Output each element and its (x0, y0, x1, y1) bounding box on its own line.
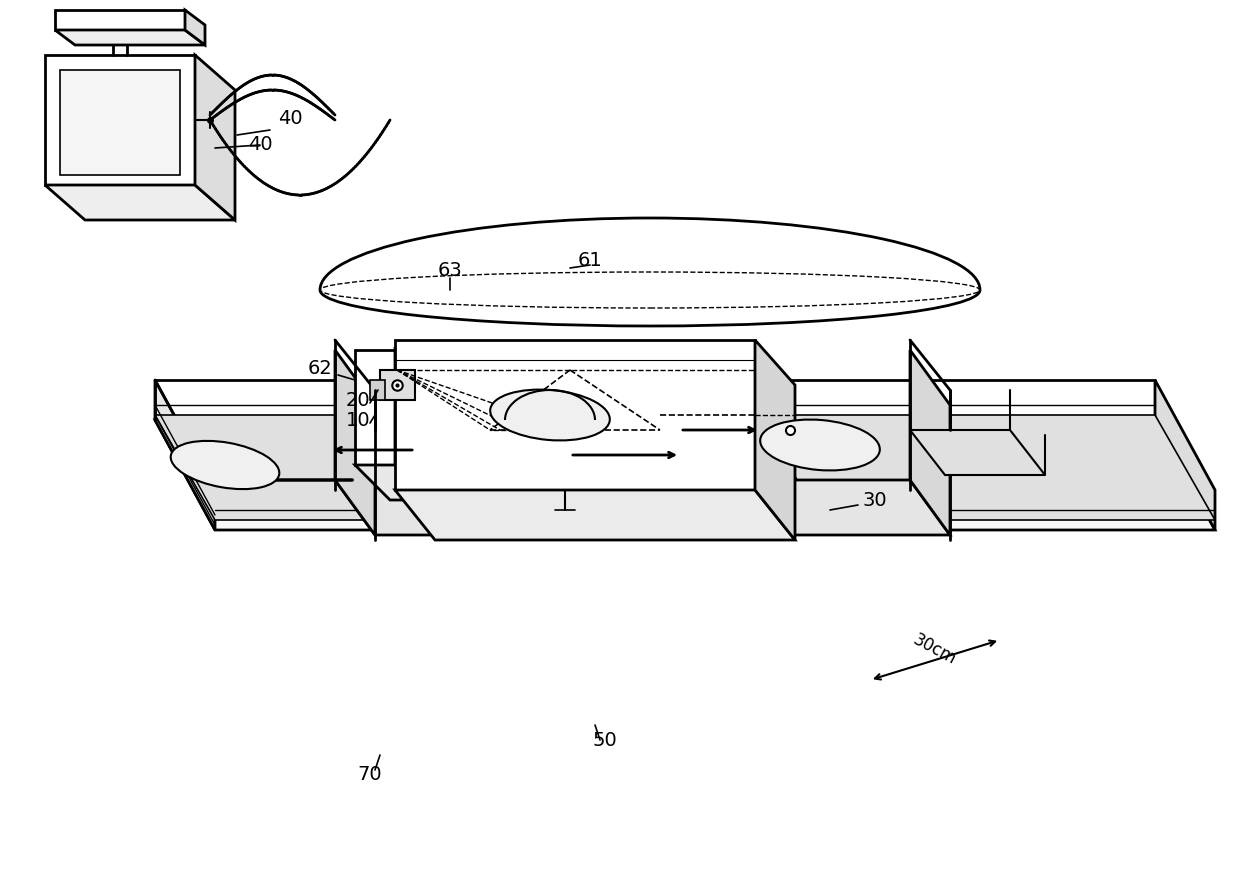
Polygon shape (760, 415, 1215, 520)
Text: 30cm: 30cm (910, 631, 960, 669)
Polygon shape (60, 70, 180, 175)
Text: 61: 61 (578, 250, 603, 269)
Polygon shape (55, 30, 205, 45)
Polygon shape (396, 350, 430, 500)
Polygon shape (355, 350, 396, 465)
Ellipse shape (760, 420, 880, 470)
Polygon shape (335, 350, 374, 535)
Polygon shape (396, 490, 795, 540)
Text: 70: 70 (357, 766, 382, 785)
Polygon shape (396, 340, 755, 490)
Polygon shape (355, 465, 430, 500)
Polygon shape (379, 370, 415, 400)
Polygon shape (155, 420, 1215, 530)
Polygon shape (910, 350, 950, 535)
Ellipse shape (171, 441, 279, 489)
Polygon shape (335, 480, 950, 535)
Text: 20: 20 (346, 390, 371, 409)
Text: 30: 30 (863, 490, 888, 509)
Text: 63: 63 (438, 261, 463, 280)
Polygon shape (55, 10, 185, 30)
Polygon shape (910, 430, 1045, 475)
Polygon shape (185, 10, 205, 45)
Polygon shape (45, 185, 236, 220)
Polygon shape (370, 380, 384, 400)
Polygon shape (755, 340, 795, 540)
Polygon shape (155, 415, 490, 520)
Polygon shape (195, 55, 236, 220)
Polygon shape (1154, 380, 1215, 530)
Polygon shape (45, 55, 195, 185)
Ellipse shape (490, 389, 610, 441)
Text: 10: 10 (346, 410, 371, 429)
Polygon shape (155, 380, 215, 530)
Text: 40: 40 (248, 136, 273, 155)
Text: 50: 50 (593, 731, 618, 749)
Text: 62: 62 (308, 359, 332, 377)
Text: 40: 40 (278, 109, 303, 128)
